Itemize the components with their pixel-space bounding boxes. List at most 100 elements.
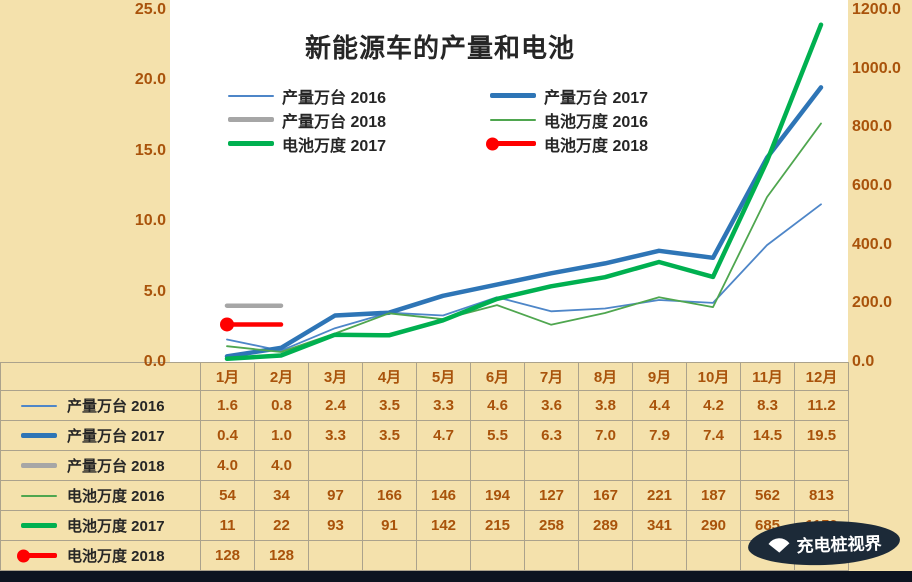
watermark-text: 充电桩视界	[796, 533, 882, 556]
line-sample	[228, 137, 274, 151]
value-cell: 128	[201, 541, 255, 571]
value-cell: 1.0	[255, 421, 309, 451]
month-header-cell: 2月	[255, 363, 309, 391]
value-cell: 5.5	[471, 421, 525, 451]
value-cell: 3.6	[525, 391, 579, 421]
value-cell: 146	[417, 481, 471, 511]
right-axis-tick-label: 0.0	[852, 353, 875, 370]
row-label: 产量万台 2016	[67, 398, 165, 415]
value-cell: 166	[363, 481, 417, 511]
value-cell	[741, 451, 795, 481]
value-cell: 22	[255, 511, 309, 541]
month-header-cell: 10月	[687, 363, 741, 391]
line-sample	[21, 459, 57, 473]
value-cell: 3.8	[579, 391, 633, 421]
value-cell: 813	[795, 481, 849, 511]
row-label: 电池万度 2017	[67, 518, 165, 535]
month-header-cell: 6月	[471, 363, 525, 391]
left-axis-tick-label: 20.0	[134, 71, 166, 89]
value-cell: 167	[579, 481, 633, 511]
fan-logo-icon	[767, 537, 789, 553]
value-cell: 4.4	[633, 391, 687, 421]
value-cell: 7.0	[579, 421, 633, 451]
value-cell	[579, 451, 633, 481]
line-sample	[490, 89, 536, 103]
series-line-0	[226, 203, 822, 352]
bottom-bar	[0, 571, 912, 582]
right-axis-tick-label: 600.0	[852, 177, 893, 194]
value-cell: 11	[201, 511, 255, 541]
line-sample	[228, 113, 274, 127]
month-header-cell: 8月	[579, 363, 633, 391]
line-sample-bar	[228, 94, 274, 97]
value-cell	[363, 541, 417, 571]
value-cell: 258	[525, 511, 579, 541]
value-cell	[471, 451, 525, 481]
value-cell: 289	[579, 511, 633, 541]
value-cell: 11.2	[795, 391, 849, 421]
left-axis-tick-label: 25.0	[134, 1, 166, 18]
legend-label: 电池万度 2018	[544, 137, 649, 155]
value-cell: 0.4	[201, 421, 255, 451]
legend-label: 产量万台 2017	[544, 89, 649, 107]
legend-item-4: 电池万度 2017	[228, 132, 490, 155]
value-cell: 187	[687, 481, 741, 511]
month-header-cell: 11月	[741, 363, 795, 391]
value-cell: 4.0	[201, 451, 255, 481]
legend-label: 产量万台 2016	[282, 89, 387, 107]
value-cell: 142	[417, 511, 471, 541]
value-cell: 290	[687, 511, 741, 541]
chart-legend: 产量万台 2016 产量万台 2017 产量万台 2018 电池万度 2016 电池万度…	[228, 84, 725, 155]
value-cell: 54	[201, 481, 255, 511]
value-cell: 0.8	[255, 391, 309, 421]
value-cell	[687, 541, 741, 571]
value-cell: 215	[471, 511, 525, 541]
line-sample	[21, 399, 57, 413]
value-cell	[417, 451, 471, 481]
row-label: 电池万度 2018	[67, 548, 165, 565]
value-cell	[633, 541, 687, 571]
series-line-4	[224, 22, 824, 362]
legend-item-3: 电池万度 2016	[490, 108, 725, 131]
line-sample-bar	[21, 463, 57, 468]
line-sample	[17, 549, 57, 563]
value-cell: 127	[525, 481, 579, 511]
month-header-cell: 9月	[633, 363, 687, 391]
row-label-cell: 产量万台 2018	[1, 451, 201, 481]
value-cell: 3.3	[309, 421, 363, 451]
value-cell	[309, 451, 363, 481]
left-axis-tick-label: 10.0	[134, 212, 166, 230]
series-line-1	[224, 85, 824, 359]
value-cell	[525, 541, 579, 571]
line-sample-bar	[228, 117, 274, 122]
value-cell: 4.0	[255, 451, 309, 481]
value-cell: 1.6	[201, 391, 255, 421]
month-header-cell: 4月	[363, 363, 417, 391]
month-header-cell: 7月	[525, 363, 579, 391]
value-cell	[525, 451, 579, 481]
value-cell: 19.5	[795, 421, 849, 451]
row-label-cell: 电池万度 2016	[1, 481, 201, 511]
line-sample-bar	[21, 494, 57, 497]
value-cell: 194	[471, 481, 525, 511]
row-label: 产量万台 2017	[67, 428, 165, 445]
value-cell: 4.2	[687, 391, 741, 421]
line-sample-bar	[490, 93, 536, 98]
chart-lines-layer	[220, 22, 824, 362]
row-label: 电池万度 2016	[67, 488, 165, 505]
value-cell: 93	[309, 511, 363, 541]
value-cell	[471, 541, 525, 571]
value-cell: 97	[309, 481, 363, 511]
value-cell: 128	[255, 541, 309, 571]
value-cell: 6.3	[525, 421, 579, 451]
line-sample-bar	[21, 404, 57, 407]
chart-title: 新能源车的产量和电池	[304, 33, 575, 63]
right-axis-tick-label: 1200.0	[852, 1, 901, 18]
series-marker-5	[220, 317, 234, 332]
value-cell: 3.5	[363, 391, 417, 421]
month-header-cell: 5月	[417, 363, 471, 391]
line-sample	[21, 489, 57, 503]
legend-item-0: 产量万台 2016	[228, 84, 490, 107]
row-label-cell: 电池万度 2018	[1, 541, 201, 571]
